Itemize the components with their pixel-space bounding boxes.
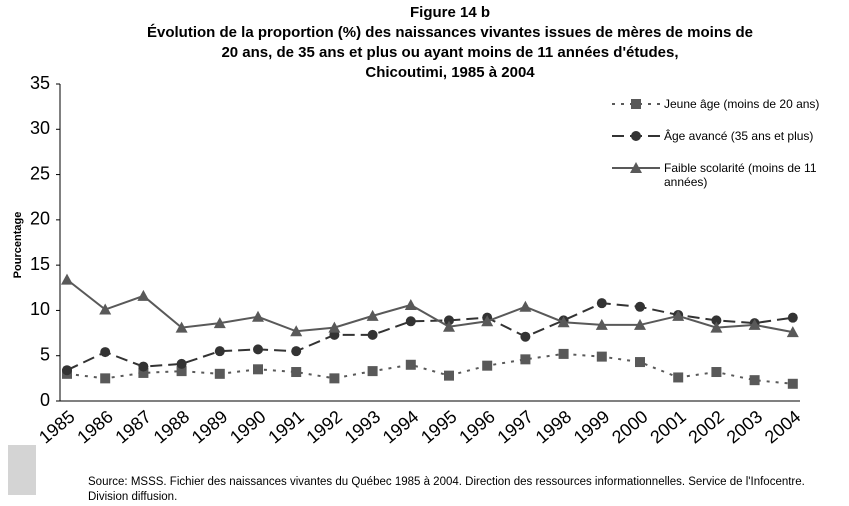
x-tick-label: 1993: [341, 406, 385, 447]
logo: [8, 445, 36, 495]
x-tick-label: 2003: [723, 406, 767, 447]
y-tick-label: 10: [30, 299, 50, 319]
point: [138, 362, 148, 372]
x-tick-label: 1987: [111, 406, 155, 447]
y-tick-label: 0: [40, 390, 50, 410]
point: [137, 290, 149, 301]
point: [100, 347, 110, 357]
point: [711, 367, 721, 377]
point: [291, 367, 301, 377]
point: [291, 346, 301, 356]
point: [329, 373, 339, 383]
legend-label: Jeune âge (moins de 20 ans): [664, 97, 834, 111]
point: [406, 360, 416, 370]
x-tick-label: 1995: [417, 406, 461, 447]
x-tick-label: 2002: [684, 406, 728, 447]
point: [368, 366, 378, 376]
y-tick-label: 15: [30, 254, 50, 274]
point: [253, 344, 263, 354]
page: Pourcentage Figure 14 b Évolution de la p…: [0, 0, 849, 506]
source: Source: MSSS. Fichier des naissances viv…: [88, 475, 828, 505]
point: [788, 313, 798, 323]
legend-label: Faible scolarité (moins de 11 années): [664, 161, 834, 189]
x-tick-label: 2004: [761, 406, 805, 447]
series-line: [67, 354, 793, 384]
y-tick-label: 5: [40, 344, 50, 364]
x-tick-label: 1988: [150, 406, 194, 447]
x-tick-label: 1994: [379, 406, 423, 447]
legend-marker: [631, 131, 641, 141]
point: [635, 302, 645, 312]
legend-label: Âge avancé (35 ans et plus): [664, 129, 834, 143]
x-tick-label: 1992: [302, 406, 346, 447]
point: [482, 361, 492, 371]
x-tick-label: 1989: [188, 406, 232, 447]
y-tick-label: 35: [30, 73, 50, 93]
chart-title: Évolution de la proportion (%) des naiss…: [147, 24, 753, 41]
point: [177, 359, 187, 369]
series-line: [67, 303, 793, 370]
y-tick-label: 20: [30, 209, 50, 229]
point: [252, 311, 264, 322]
x-tick-label: 1991: [264, 406, 308, 447]
point: [520, 354, 530, 364]
point: [520, 332, 530, 342]
point: [673, 372, 683, 382]
x-tick-label: 2001: [646, 406, 690, 447]
chart: Pourcentage Figure 14 b Évolution de la p…: [0, 0, 849, 506]
point: [635, 357, 645, 367]
y-axis-label: Pourcentage: [12, 212, 24, 279]
x-tick-label: 1990: [226, 406, 270, 447]
x-tick-label: 2000: [608, 406, 652, 447]
point: [405, 299, 417, 310]
point: [406, 316, 416, 326]
point: [100, 373, 110, 383]
x-tick-label: 1986: [73, 406, 117, 447]
point: [215, 369, 225, 379]
point: [62, 365, 72, 375]
point: [597, 298, 607, 308]
point: [788, 379, 798, 389]
point: [559, 349, 569, 359]
point: [215, 346, 225, 356]
point: [253, 364, 263, 374]
series-line: [67, 280, 793, 333]
point: [750, 375, 760, 385]
point: [519, 301, 531, 312]
y-tick-label: 30: [30, 118, 50, 138]
point: [597, 352, 607, 362]
x-tick-label: 1997: [493, 406, 537, 447]
point: [368, 330, 378, 340]
legend-marker: [631, 99, 641, 109]
x-tick-label: 1999: [570, 406, 614, 447]
x-tick-label: 1998: [532, 406, 576, 447]
y-tick-label: 25: [30, 163, 50, 183]
chart-title: 20 ans, de 35 ans et plus ou ayant moins…: [221, 44, 678, 61]
point: [61, 274, 73, 285]
x-tick-label: 1985: [35, 406, 79, 447]
chart-title: Chicoutimi, 1985 à 2004: [365, 64, 535, 81]
point: [444, 371, 454, 381]
x-tick-label: 1996: [455, 406, 499, 447]
chart-title: Figure 14 b: [410, 4, 490, 21]
